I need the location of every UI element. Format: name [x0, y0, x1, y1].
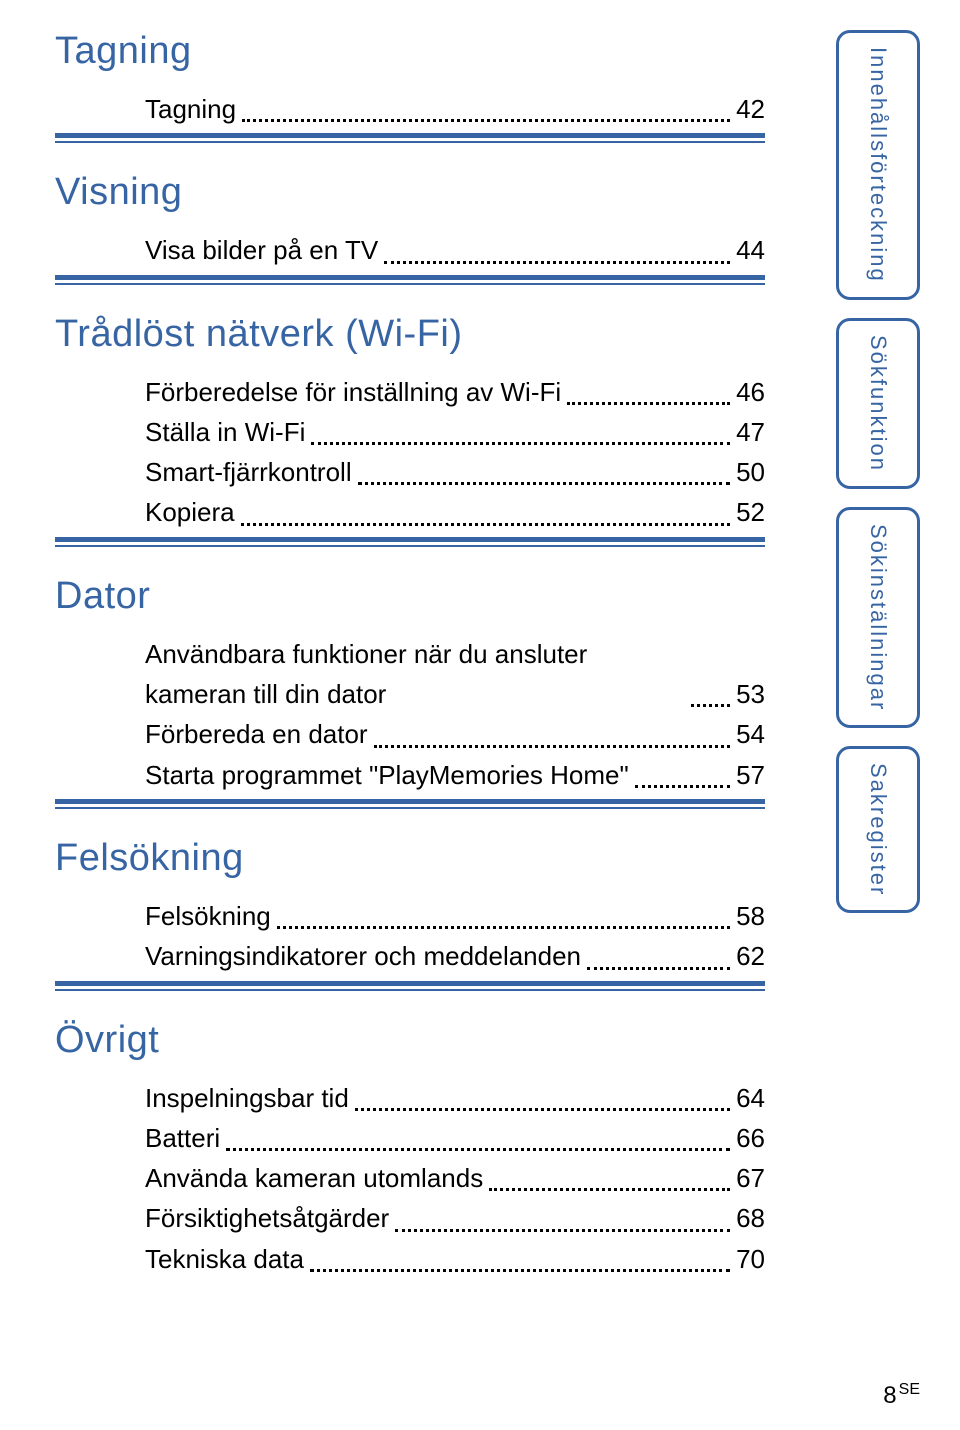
page-root: Tagning Tagning 42 Visning Visa bilder p… [0, 0, 960, 1430]
tab-sokinstallningar[interactable]: Sökinställningar [836, 507, 920, 728]
section-divider [55, 133, 765, 143]
toc-entry[interactable]: Smart-fjärrkontroll 50 [145, 452, 765, 492]
section-heading-felsokning: Felsökning [55, 837, 765, 880]
entries-visning: Visa bilder på en TV 44 [55, 220, 765, 270]
tab-sokfunktion[interactable]: Sökfunktion [836, 318, 920, 489]
toc-entry[interactable]: Inspelningsbar tid 64 [145, 1078, 765, 1118]
toc-entry[interactable]: Kopiera 52 [145, 492, 765, 532]
toc-page: 47 [736, 412, 765, 452]
toc-entry[interactable]: Visa bilder på en TV 44 [145, 230, 765, 270]
toc-label: Varningsindikatorer och meddelanden [145, 936, 581, 976]
toc-leader [310, 1269, 730, 1272]
toc-page: 57 [736, 755, 765, 795]
toc-entry[interactable]: Batteri 66 [145, 1118, 765, 1158]
toc-content: Tagning Tagning 42 Visning Visa bilder p… [55, 30, 765, 1279]
toc-page: 52 [736, 492, 765, 532]
page-number-suffix: SE [899, 1381, 920, 1398]
section-divider [55, 981, 765, 991]
toc-leader [395, 1229, 730, 1232]
section-divider [55, 275, 765, 285]
toc-leader [311, 442, 730, 445]
toc-page: 70 [736, 1239, 765, 1279]
toc-leader [358, 482, 730, 485]
toc-page: 46 [736, 372, 765, 412]
section-heading-dator: Dator [55, 575, 765, 618]
tab-label: Innehållsförteckning [865, 47, 891, 283]
toc-label: Tekniska data [145, 1239, 304, 1279]
toc-entry[interactable]: Användbara funktioner när du ansluter ka… [145, 634, 765, 715]
section-heading-wifi: Trådlöst nätverk (Wi-Fi) [55, 313, 765, 356]
toc-entry[interactable]: Tekniska data 70 [145, 1239, 765, 1279]
toc-leader [489, 1188, 730, 1191]
toc-label: Batteri [145, 1118, 220, 1158]
tab-label: Sökinställningar [865, 524, 891, 711]
toc-label: Visa bilder på en TV [145, 230, 378, 270]
side-tabs: Innehållsförteckning Sökfunktion Sökinst… [836, 30, 920, 931]
toc-entry[interactable]: Försiktighetsåtgärder 68 [145, 1198, 765, 1238]
page-footer: 8SE [883, 1381, 920, 1410]
section-divider [55, 799, 765, 809]
toc-entry[interactable]: Varningsindikatorer och meddelanden 62 [145, 936, 765, 976]
toc-label: Förberedelse för inställning av Wi-Fi [145, 372, 561, 412]
toc-leader [277, 926, 730, 929]
toc-entry[interactable]: Förberedelse för inställning av Wi-Fi 46 [145, 372, 765, 412]
toc-label: Starta programmet "PlayMemories Home" [145, 755, 629, 795]
section-heading-ovrigt: Övrigt [55, 1019, 765, 1062]
toc-leader [226, 1148, 730, 1151]
tab-label: Sökfunktion [865, 335, 891, 472]
toc-entry[interactable]: Tagning 42 [145, 89, 765, 129]
tab-label: Sakregister [865, 763, 891, 896]
toc-leader [384, 261, 730, 264]
toc-page: 54 [736, 714, 765, 754]
toc-label: Använda kameran utomlands [145, 1158, 483, 1198]
toc-page: 66 [736, 1118, 765, 1158]
toc-entry[interactable]: Förbereda en dator 54 [145, 714, 765, 754]
toc-page: 44 [736, 230, 765, 270]
toc-label: Kopiera [145, 492, 235, 532]
toc-label: Försiktighetsåtgärder [145, 1198, 389, 1238]
toc-page: 58 [736, 896, 765, 936]
tab-innehall[interactable]: Innehållsförteckning [836, 30, 920, 300]
tab-sakregister[interactable]: Sakregister [836, 746, 920, 913]
toc-label: Inspelningsbar tid [145, 1078, 349, 1118]
page-number: 8 [883, 1382, 896, 1409]
toc-page: 62 [736, 936, 765, 976]
toc-entry[interactable]: Starta programmet "PlayMemories Home" 57 [145, 755, 765, 795]
toc-leader [355, 1108, 730, 1111]
toc-page: 53 [736, 674, 765, 714]
section-divider [55, 537, 765, 547]
entries-wifi: Förberedelse för inställning av Wi-Fi 46… [55, 362, 765, 533]
toc-label: Förbereda en dator [145, 714, 368, 754]
section-heading-tagning: Tagning [55, 30, 765, 73]
toc-leader [635, 785, 730, 788]
toc-label: Felsökning [145, 896, 271, 936]
toc-page: 68 [736, 1198, 765, 1238]
toc-label: Smart-fjärrkontroll [145, 452, 352, 492]
toc-label: Användbara funktioner när du ansluter ka… [145, 634, 685, 715]
toc-leader [567, 402, 730, 405]
toc-page: 42 [736, 89, 765, 129]
toc-leader [241, 523, 730, 526]
toc-entry[interactable]: Felsökning 58 [145, 896, 765, 936]
toc-leader [242, 119, 730, 122]
toc-label: Ställa in Wi-Fi [145, 412, 305, 452]
entries-felsokning: Felsökning 58 Varningsindikatorer och me… [55, 886, 765, 977]
toc-label: Tagning [145, 89, 236, 129]
toc-leader [587, 967, 730, 970]
section-heading-visning: Visning [55, 171, 765, 214]
entries-dator: Användbara funktioner när du ansluter ka… [55, 624, 765, 795]
toc-leader [374, 745, 730, 748]
toc-page: 67 [736, 1158, 765, 1198]
toc-entry[interactable]: Ställa in Wi-Fi 47 [145, 412, 765, 452]
entries-ovrigt: Inspelningsbar tid 64 Batteri 66 Använda… [55, 1068, 765, 1279]
toc-page: 64 [736, 1078, 765, 1118]
toc-leader [691, 704, 730, 707]
entries-tagning: Tagning 42 [55, 79, 765, 129]
toc-page: 50 [736, 452, 765, 492]
toc-entry[interactable]: Använda kameran utomlands 67 [145, 1158, 765, 1198]
